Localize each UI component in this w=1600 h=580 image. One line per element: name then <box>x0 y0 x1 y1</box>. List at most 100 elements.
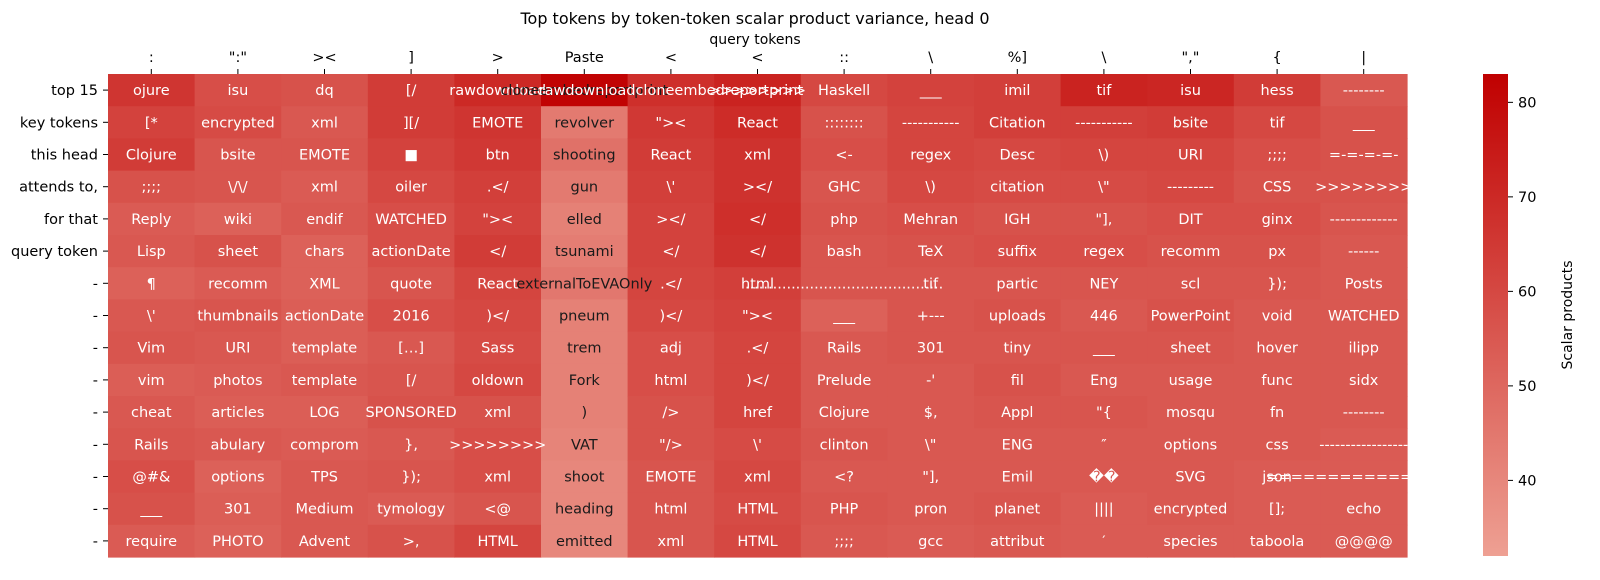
y-tick-label: - <box>93 341 98 357</box>
x-axis-label: query tokens <box>709 32 800 48</box>
cell-token-label: URI <box>1178 148 1203 164</box>
cell-token-label: echo <box>1346 502 1381 518</box>
cell-token-label: TeX <box>917 244 943 260</box>
heatmap-cell <box>1060 106 1148 139</box>
heatmap-cell <box>974 202 1062 236</box>
heatmap-cell <box>627 138 715 172</box>
heatmap-cell <box>974 331 1062 365</box>
cell-token-label: HTML <box>737 502 777 518</box>
cell-token-label: php <box>830 212 858 228</box>
x-tick-label: ] <box>408 50 414 66</box>
heatmap-cell <box>194 267 282 300</box>
heatmap-cell <box>800 524 888 558</box>
heatmap-cell <box>367 235 455 268</box>
heatmap-cell <box>800 299 888 333</box>
cell-token-label: \" <box>1098 180 1110 196</box>
cell-token-label: ___ <box>1092 341 1116 357</box>
cell-token-label: .</ <box>660 276 682 292</box>
cell-token-label: )</ <box>660 309 683 325</box>
heatmap-cell <box>1320 524 1408 558</box>
cell-token-label: partic <box>996 276 1038 292</box>
cell-token-label: Desc <box>999 148 1035 164</box>
heatmap-cell <box>454 331 542 365</box>
cell-token-label: fn <box>1270 405 1284 421</box>
cell-token-label: ___ <box>832 309 856 325</box>
heatmap-cell <box>974 138 1062 172</box>
cell-token-label: encrypted <box>1154 502 1228 518</box>
cell-token-label: dq <box>315 83 333 99</box>
cell-token-label: ">< <box>655 115 686 131</box>
heatmap-cell <box>541 267 629 300</box>
x-tick-label: \ <box>928 50 933 66</box>
heatmap-cell <box>800 202 888 236</box>
heatmap-cell <box>1320 492 1408 526</box>
y-tick-label: - <box>93 470 98 486</box>
heatmap-cell <box>974 428 1062 461</box>
x-tick-label: < <box>665 50 677 66</box>
cell-token-label: TPS <box>310 470 338 486</box>
heatmap-cell <box>281 202 369 236</box>
heatmap-cell <box>541 170 629 204</box>
heatmap-cell <box>1320 331 1408 365</box>
heatmap-cell <box>541 74 629 107</box>
cell-token-label: --------- <box>1167 180 1214 196</box>
cell-token-label: xml <box>484 405 511 421</box>
heatmap-cell <box>194 524 282 558</box>
cell-token-label: func <box>1261 373 1292 389</box>
heatmap-cell <box>1147 331 1235 365</box>
cell-token-label: )</ <box>486 309 509 325</box>
cell-token-label: ></ <box>743 180 772 196</box>
heatmap-cell <box>194 138 282 172</box>
chart-title: Top tokens by token-token scalar product… <box>519 9 989 28</box>
cell-token-label: shooting <box>553 148 616 164</box>
heatmap-cell <box>627 331 715 365</box>
cell-token-label: tymology <box>377 502 445 518</box>
cell-token-label: }); <box>1267 276 1287 292</box>
cell-token-label: cloneembedreportprint <box>500 83 668 99</box>
heatmap-cell <box>887 492 975 526</box>
cell-token-label: href <box>743 405 773 421</box>
cell-token-label: rawdownload <box>449 83 546 99</box>
heatmap-cell <box>194 74 282 107</box>
heatmap-cell <box>108 138 196 172</box>
heatmap-cell <box>1147 202 1235 236</box>
heatmap-cell <box>974 460 1062 494</box>
heatmap-cell <box>541 235 629 268</box>
cell-token-label: :::::::: <box>825 115 864 131</box>
cell-token-label: HTML <box>478 534 518 550</box>
heatmap-cell <box>627 202 715 236</box>
heatmap-cell <box>541 492 629 526</box>
heatmap-cell <box>1233 363 1321 397</box>
heatmap-cell <box>1233 170 1321 204</box>
cell-token-label: emitted <box>556 534 613 550</box>
x-tick-label: %] <box>1008 50 1027 66</box>
y-tick-label: key tokens <box>20 115 98 131</box>
heatmap-cell <box>108 106 196 139</box>
heatmap-cell <box>194 492 282 526</box>
cell-token-label: EMOTE <box>472 115 523 131</box>
cell-token-label: Eng <box>1090 373 1118 389</box>
heatmap-cell <box>974 74 1062 107</box>
y-tick-labels: top 15 key tokens this head attends to, for … <box>11 83 108 550</box>
heatmap-cell <box>1060 267 1148 300</box>
heatmap-cell <box>1233 202 1321 236</box>
heatmap-cell <box>194 202 282 236</box>
cell-token-label: taboola <box>1250 534 1304 550</box>
cell-token-label: Vim <box>137 341 165 357</box>
heatmap-cell <box>887 460 975 494</box>
heatmap-cell <box>367 267 455 300</box>
cell-token-label: Rails <box>827 341 861 357</box>
cell-token-label: isu <box>228 83 249 99</box>
cell-token-label: 446 <box>1090 309 1118 325</box>
heatmap-cell <box>800 331 888 365</box>
cell-token-label: tif <box>923 276 939 292</box>
heatmap-cell <box>714 299 802 333</box>
cell-token-label: trem <box>567 341 601 357</box>
cell-token-label: +--- <box>917 309 945 325</box>
cell-token-label: gun <box>571 180 599 196</box>
heatmap-cell <box>1320 74 1408 107</box>
heatmap-cell <box>1233 492 1321 526</box>
heatmap-cell <box>714 396 802 429</box>
cell-token-label: heading <box>555 502 614 518</box>
heatmap-cell <box>1320 460 1408 494</box>
